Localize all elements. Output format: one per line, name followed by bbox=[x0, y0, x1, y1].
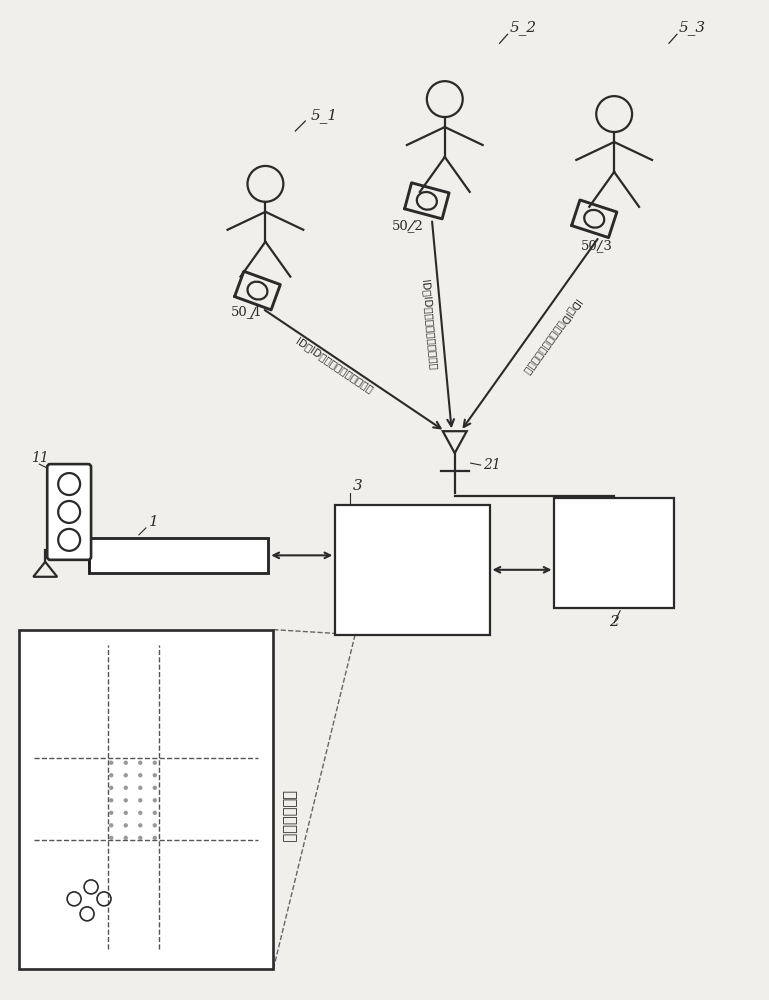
Circle shape bbox=[138, 798, 142, 802]
Circle shape bbox=[109, 836, 114, 840]
Circle shape bbox=[124, 786, 128, 790]
Circle shape bbox=[124, 761, 128, 765]
Circle shape bbox=[152, 811, 157, 815]
Circle shape bbox=[152, 786, 157, 790]
Circle shape bbox=[152, 773, 157, 777]
Bar bbox=[335, 505, 490, 635]
Circle shape bbox=[138, 786, 142, 790]
Circle shape bbox=[138, 836, 142, 840]
Circle shape bbox=[124, 836, 128, 840]
Circle shape bbox=[124, 798, 128, 802]
Bar bbox=[554, 498, 674, 608]
Circle shape bbox=[138, 773, 142, 777]
Text: 5_2: 5_2 bbox=[510, 20, 537, 35]
FancyBboxPatch shape bbox=[47, 464, 91, 560]
Bar bbox=[19, 630, 274, 969]
Circle shape bbox=[109, 823, 114, 828]
Circle shape bbox=[152, 761, 157, 765]
Circle shape bbox=[124, 773, 128, 777]
Circle shape bbox=[152, 836, 157, 840]
Text: 1: 1 bbox=[149, 515, 158, 529]
Circle shape bbox=[109, 773, 114, 777]
Circle shape bbox=[109, 761, 114, 765]
Circle shape bbox=[109, 786, 114, 790]
Text: 50_3: 50_3 bbox=[581, 239, 613, 252]
Text: ID、ID、位置信息、以及属性: ID、ID、位置信息、以及属性 bbox=[521, 297, 582, 377]
Text: 5_3: 5_3 bbox=[679, 20, 706, 35]
Circle shape bbox=[152, 823, 157, 828]
Text: 11: 11 bbox=[32, 451, 49, 465]
Bar bbox=[89, 538, 268, 573]
Text: ID、ID、位置信息、以及属性: ID、ID、位置信息、以及属性 bbox=[420, 279, 438, 370]
Text: ID、ID、位置信息、以及属性: ID、ID、位置信息、以及属性 bbox=[294, 336, 375, 395]
Circle shape bbox=[124, 823, 128, 828]
Text: 局部动态地图: 局部动态地图 bbox=[281, 790, 296, 842]
Text: 50_2: 50_2 bbox=[392, 219, 424, 232]
Text: 50_1: 50_1 bbox=[231, 306, 262, 319]
Text: 2: 2 bbox=[609, 615, 619, 629]
Text: 21: 21 bbox=[483, 458, 501, 472]
Circle shape bbox=[138, 823, 142, 828]
Circle shape bbox=[124, 811, 128, 815]
Circle shape bbox=[152, 798, 157, 802]
Circle shape bbox=[109, 798, 114, 802]
Circle shape bbox=[109, 811, 114, 815]
Text: 5_1: 5_1 bbox=[310, 108, 338, 123]
Circle shape bbox=[138, 811, 142, 815]
Text: 3: 3 bbox=[353, 479, 363, 493]
Circle shape bbox=[138, 761, 142, 765]
